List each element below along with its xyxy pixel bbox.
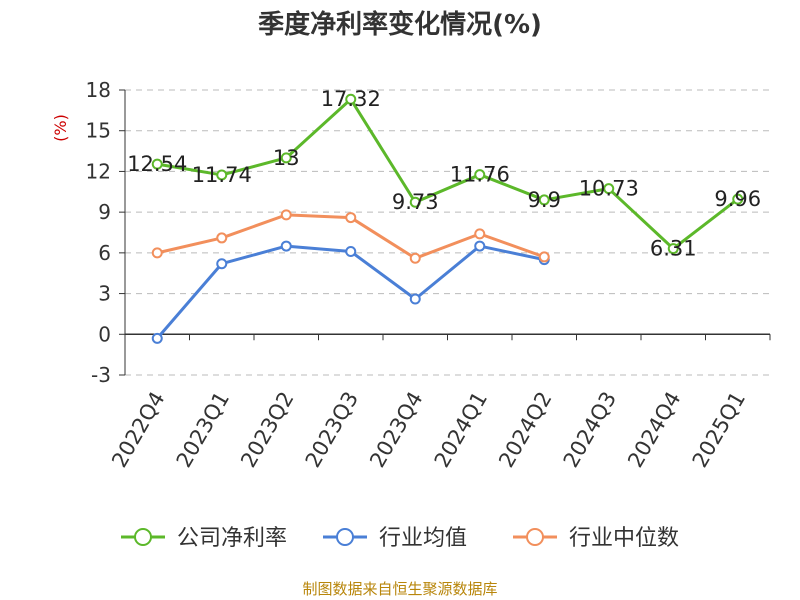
data-point	[732, 193, 744, 205]
data-point	[409, 252, 421, 264]
data-point	[538, 194, 550, 206]
data-point	[538, 251, 550, 263]
x-tick-label: 2024Q1	[430, 388, 492, 472]
grid-lines	[125, 89, 770, 376]
data-point	[216, 169, 228, 181]
data-point	[151, 158, 163, 170]
data-point	[345, 246, 357, 257]
x-tick-label: 2023Q3	[301, 388, 363, 472]
data-point	[151, 332, 163, 344]
data-label: 9.73	[392, 190, 439, 214]
y-tick-label: 3	[98, 282, 111, 306]
x-tick-label: 2023Q2	[236, 388, 298, 472]
data-point	[474, 169, 486, 181]
data-point	[409, 293, 421, 305]
y-tick-label: 15	[86, 119, 111, 143]
data-point	[151, 247, 163, 259]
x-tick-label: 2024Q2	[494, 388, 556, 472]
data-label: 12.54	[127, 152, 187, 176]
data-point	[280, 152, 292, 164]
data-point	[667, 243, 679, 255]
data-point	[409, 196, 421, 208]
data-point	[216, 232, 228, 244]
series-line	[156, 244, 545, 340]
legend-marker	[134, 528, 152, 546]
data-point	[474, 228, 486, 240]
y-tick-label: 0	[98, 322, 111, 346]
axes	[119, 89, 771, 376]
data-label: 9.96	[714, 187, 761, 211]
legend-marker	[526, 528, 544, 546]
series-line	[157, 97, 739, 251]
data-point	[345, 212, 357, 224]
x-tick-label: 2025Q1	[688, 388, 750, 472]
x-tick-label: 2023Q4	[365, 388, 427, 472]
data-label: 6.31	[650, 237, 697, 261]
y-tick-labels: 18 15 12 9 6 3 0 -3	[86, 78, 111, 387]
data-point	[474, 240, 486, 252]
data-label: 10.73	[579, 177, 639, 201]
data-label: 9.9	[528, 188, 561, 212]
data-point	[603, 183, 615, 195]
x-tick-label: 2024Q4	[623, 388, 685, 472]
legend-marker	[336, 528, 354, 546]
y-tick-label: 9	[98, 200, 111, 224]
legend-label: 行业中位数	[569, 526, 679, 551]
legend: 公司净利率 行业均值 行业中位数	[121, 526, 679, 551]
data-point	[345, 93, 357, 105]
data-point	[280, 240, 292, 252]
y-axis-label: (%)	[51, 114, 70, 142]
x-tick-label: 2022Q4	[107, 388, 169, 472]
x-tick-label: 2023Q1	[172, 388, 234, 472]
y-tick-label: 12	[86, 159, 111, 183]
data-label: 13	[273, 146, 300, 170]
data-label: 11.76	[450, 163, 510, 187]
data-label: 11.74	[192, 163, 252, 187]
y-tick-label: -3	[91, 363, 111, 387]
legend-label: 公司净利率	[177, 526, 287, 551]
chart-title: 季度净利率变化情况(%)	[258, 10, 542, 40]
data-label: 17.32	[321, 87, 381, 111]
data-labels: 12.54 11.74 13 17.32 9.73 11.76 9.9 10.73 6.31 9.…	[127, 87, 761, 260]
y-tick-label: 6	[98, 241, 111, 265]
data-point	[280, 209, 292, 221]
x-tick-label: 2024Q3	[559, 388, 621, 472]
x-tick-labels: 2022Q4 2023Q1 2023Q2 2023Q3 2023Q4 2024Q1 2024…	[107, 388, 750, 472]
legend-label: 行业均值	[379, 526, 467, 551]
source-note: 制图数据来自恒生聚源数据库	[302, 580, 498, 598]
data-point	[216, 258, 228, 270]
y-tick-label: 18	[86, 78, 111, 102]
series-lines	[151, 93, 744, 344]
